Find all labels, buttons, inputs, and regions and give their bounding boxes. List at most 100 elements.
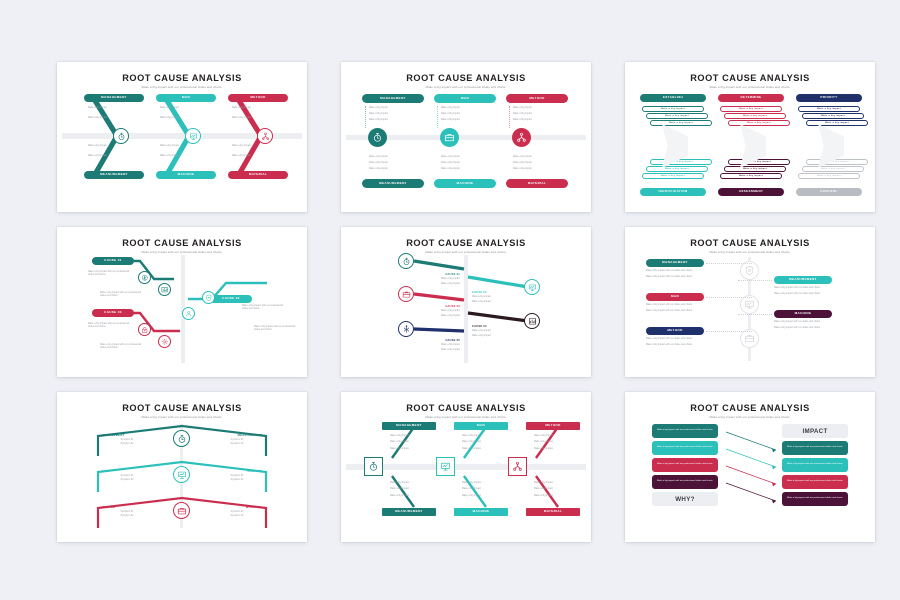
network-icon	[513, 461, 522, 471]
cause-icon-circle	[398, 286, 414, 302]
slide-inner: ROOT CAUSE ANALYSIS Make a big impact wit…	[630, 66, 870, 207]
branch-note: Make a big impact	[369, 156, 388, 158]
branch-pill-bottom[interactable]: MACHINE	[454, 508, 508, 516]
page-subtitle: Make a big impact with our professional …	[709, 85, 791, 90]
timeline-icon-circle	[740, 329, 759, 348]
outline-pill[interactable]: Make a big impact	[642, 106, 704, 112]
timeline-pill[interactable]: MACHINE	[774, 310, 832, 318]
branch-note: Make a big impact	[462, 482, 481, 484]
cause-pill[interactable]: CAUSE 03	[92, 309, 134, 317]
outline-pill[interactable]: Make a big impact	[806, 159, 868, 165]
branch-note: Make a big impact	[88, 155, 107, 157]
timeline-pill[interactable]: MEASUREMENT	[774, 276, 832, 284]
branch-pill-bottom[interactable]: MACHINE	[156, 171, 216, 179]
branch-pill-bottom[interactable]: MEASUREMENT	[382, 508, 436, 516]
outline-pill[interactable]: Make a big impact	[728, 159, 790, 165]
outline-pill[interactable]: Make a big impact	[646, 166, 708, 172]
slide-card-2: ROOT CAUSE ANALYSIS Make a big impact wit…	[341, 62, 591, 212]
why-box[interactable]: Make a big impact with our professional …	[652, 458, 718, 472]
outline-pill[interactable]: Make a big impact	[720, 106, 782, 112]
branch-pill-top[interactable]: METHOD	[506, 94, 568, 103]
branch-pill-top[interactable]: MAN	[156, 94, 216, 102]
outline-pill[interactable]: Make a big impact	[650, 159, 712, 165]
outline-pill[interactable]: Make a big impact	[802, 166, 864, 172]
branch-pill-bottom[interactable]: MATERIAL	[506, 179, 568, 188]
branch-note: Make a big impact	[88, 117, 107, 119]
stopwatch-icon	[374, 133, 381, 142]
cause-pill[interactable]: CAUSE 02	[210, 295, 252, 303]
page-title: ROOT CAUSE ANALYSIS	[406, 403, 526, 413]
branch-note: Make a big impact	[513, 162, 532, 164]
branch-pill-bottom[interactable]: MEASUREMENT	[84, 171, 144, 179]
branch-pill-top[interactable]: MAN	[454, 422, 508, 430]
branch-pill-top[interactable]: MAN	[434, 94, 496, 103]
group-pill-top[interactable]: DETERMINE	[718, 94, 784, 102]
outline-pill[interactable]: Make a big impact	[724, 113, 786, 119]
branch-pill-bottom[interactable]: MEASUREMENT	[362, 179, 424, 188]
group-pill-top[interactable]: PRIORITY	[796, 94, 862, 102]
timeline-note: Make a big impact with our slides and ch…	[774, 293, 821, 295]
symptom-text: Symptom 02	[120, 479, 134, 482]
why-label: WHY?	[652, 492, 718, 506]
impact-box[interactable]: Make a big impact with our professional …	[782, 475, 848, 489]
timeline-note: Make a big impact with our slides and ch…	[646, 344, 693, 346]
group-pill-top[interactable]: ESTABLISH	[640, 94, 706, 102]
branch-pill-bottom[interactable]: MACHINE	[434, 179, 496, 188]
outline-pill[interactable]: Make a big impact	[798, 106, 860, 112]
impact-box[interactable]: Make a big impact with our professional …	[782, 492, 848, 506]
page-title: ROOT CAUSE ANALYSIS	[122, 238, 242, 248]
branch-pill-top[interactable]: MANAGEMENT	[84, 94, 144, 102]
branch-note: Make a big impact	[534, 494, 553, 497]
timeline-pill[interactable]: MANAGEMENT	[646, 259, 704, 267]
bracket-shape	[96, 460, 268, 492]
branch-pill-bottom[interactable]: MATERIAL	[228, 171, 288, 179]
branch-pill-bottom[interactable]: MATERIAL	[526, 508, 580, 516]
chart-icon	[161, 286, 168, 292]
user-icon	[186, 310, 191, 317]
page-subtitle: Make a big impact with our professional …	[141, 85, 223, 90]
outline-pill[interactable]: Make a big impact	[798, 173, 860, 179]
outline-pill[interactable]: Make a big impact	[724, 166, 786, 172]
impact-box[interactable]: Make a big impact with our professional …	[782, 441, 848, 455]
outline-pill[interactable]: Make a big impact	[728, 120, 790, 126]
branch-pill-top[interactable]: METHOD	[526, 422, 580, 430]
group-pill-bottom[interactable]: CONTROL	[796, 188, 862, 196]
why-box[interactable]: Make a big impact with our professional …	[652, 441, 718, 455]
slide-card-9: ROOT CAUSE ANALYSIS Make a big impact wit…	[625, 392, 875, 542]
outline-pill[interactable]: Make a big impact	[720, 173, 782, 179]
branch-note: Make a big impact	[462, 494, 481, 497]
group-pill-bottom[interactable]: ASSESSMENT	[718, 188, 784, 196]
branch-pill-top[interactable]: MANAGEMENT	[382, 422, 436, 430]
timeline-pill[interactable]: MAN	[646, 293, 704, 301]
stopwatch-icon	[370, 462, 377, 471]
outline-pill[interactable]: Make a big impact	[642, 173, 704, 179]
cause-pill[interactable]: CAUSE 01	[92, 257, 134, 265]
branch-note: Make a big impact	[513, 168, 532, 170]
branch-pill-top[interactable]: METHOD	[228, 94, 288, 102]
why-box[interactable]: Make a big impact with our professional …	[652, 475, 718, 489]
center-spine	[346, 464, 586, 470]
group-pill-bottom[interactable]: IDENTIFICATION	[640, 188, 706, 196]
branch-note: Make a big impact	[462, 435, 481, 437]
symptom-text: Symptom 02	[230, 479, 244, 482]
branch-note: Make a big impact	[513, 119, 532, 121]
symptom-text: Symptom 01	[120, 475, 134, 477]
bracket-label-left: MAN	[102, 470, 110, 473]
branch-pill-top[interactable]: MANAGEMENT	[362, 94, 424, 103]
outline-pill[interactable]: Make a big impact	[646, 113, 708, 119]
cause-note: Make a big impact	[472, 296, 491, 298]
branch-note: Make a big impact	[88, 145, 107, 147]
dotted-connector	[365, 106, 366, 128]
cause-note: Make a big impact	[441, 282, 460, 285]
outline-pill[interactable]: Make a big impact	[806, 120, 868, 126]
outline-pill[interactable]: Make a big impact	[650, 120, 712, 126]
page-title: ROOT CAUSE ANALYSIS	[690, 238, 810, 248]
briefcase-icon	[402, 291, 410, 297]
impact-box[interactable]: Make a big impact with our professional …	[782, 458, 848, 472]
page-subtitle: Make a big impact with our professional …	[425, 85, 507, 90]
timeline-pill[interactable]: METHOD	[646, 327, 704, 335]
outline-pill[interactable]: Make a big impact	[802, 113, 864, 119]
page-subtitle: Make a big impact with our professional …	[425, 250, 507, 255]
fishbone-lines	[391, 426, 559, 508]
why-box[interactable]: Make a big impact with our professional …	[652, 424, 718, 438]
